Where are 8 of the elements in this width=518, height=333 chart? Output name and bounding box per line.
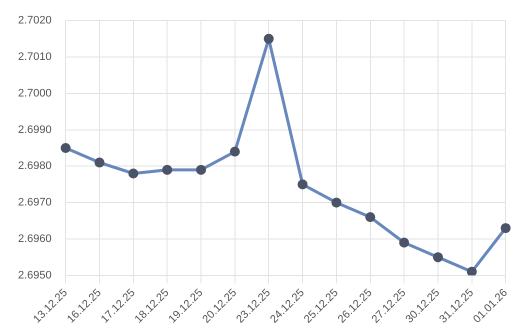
y-tick-label: 2.6980	[18, 160, 52, 172]
y-tick-label: 2.7020	[18, 14, 52, 27]
y-tick-label: 2.6970	[18, 196, 52, 209]
y-tick-label: 2.7010	[18, 51, 52, 64]
y-tick-label: 2.6950	[18, 269, 52, 282]
y-tick-label: 2.7000	[18, 87, 52, 100]
y-tick-label: 2.6990	[18, 124, 52, 136]
y-tick-label: 2.6960	[18, 233, 52, 246]
